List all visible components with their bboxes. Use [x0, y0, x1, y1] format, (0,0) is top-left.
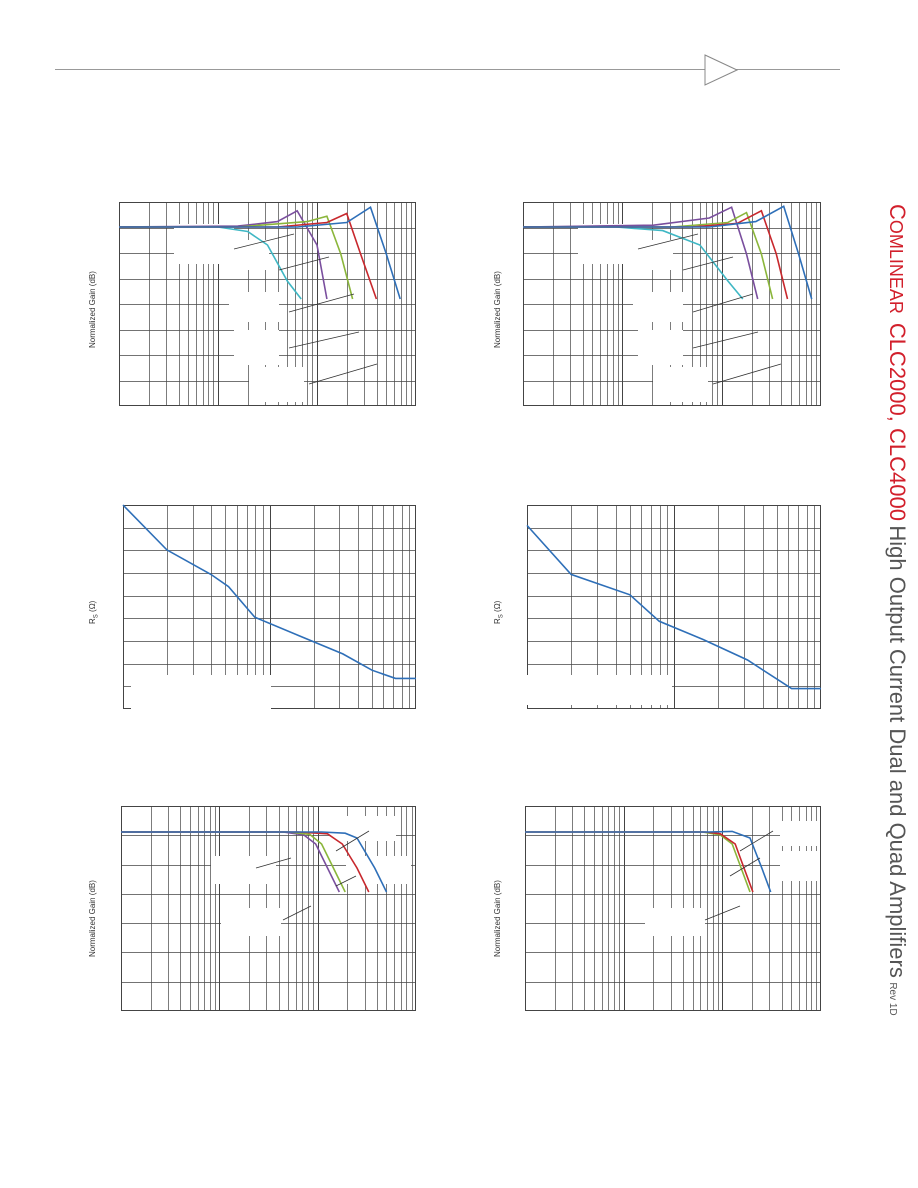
model-numbers: CLC2000, CLC4000 [885, 322, 910, 521]
rs-sub: S [93, 614, 100, 619]
annotation-leader [704, 905, 741, 921]
annotation-box [653, 367, 708, 402]
series-line [525, 830, 772, 893]
annotation-leader [712, 363, 782, 385]
annotation-box [331, 816, 396, 841]
annotation-leader [282, 905, 312, 921]
annotation-leader [692, 293, 754, 313]
chart-svg [118, 202, 416, 406]
y-axis-label: Normalized Gain (dB) [88, 880, 97, 957]
chart-svg [526, 505, 821, 709]
brand-name: OMLINEAR [886, 219, 906, 314]
y-axis-label: Normalized Gain (dB) [493, 880, 502, 957]
annotation-box [623, 240, 673, 270]
y-axis-label-rs: RS (Ω) [88, 601, 100, 624]
chart-gain-bottom-left [121, 806, 416, 1011]
chart-rs-mid-left [122, 504, 416, 709]
y-axis-label-rs: RS (Ω) [493, 601, 505, 624]
series-line [523, 205, 813, 300]
annotation-leader [288, 293, 355, 313]
annotation-leader [692, 331, 759, 349]
chart-svg [121, 806, 416, 1011]
annotation-leader [729, 857, 761, 877]
annotation-box [131, 675, 271, 709]
annotation-box [780, 821, 820, 846]
chart-svg [522, 202, 821, 406]
rs-unit: (Ω) [493, 600, 502, 612]
series-line [522, 206, 759, 300]
brand-initial: C [885, 204, 910, 220]
series-line [122, 504, 416, 680]
annotation-leader [288, 331, 360, 349]
series-line [121, 831, 388, 893]
series-line [119, 205, 401, 300]
annotation-box [229, 292, 279, 322]
annotation-leader [335, 875, 357, 887]
annotation-box [221, 908, 281, 936]
brand-triangle-icon [704, 54, 738, 86]
annotation-box [780, 851, 820, 881]
chart-gain-top-right [522, 202, 821, 406]
annotation-box [346, 856, 411, 884]
annotation-leader [233, 233, 295, 250]
plot-frame [123, 505, 416, 709]
annotation-box [234, 330, 279, 365]
annotation-box [527, 675, 672, 705]
annotation-leader [308, 363, 378, 385]
annotation-leader [278, 256, 330, 271]
document-title: High Output Current Dual and Quad Amplif… [885, 525, 910, 978]
rs-unit: (Ω) [88, 600, 97, 612]
annotation-box [219, 240, 269, 270]
annotation-box [211, 856, 276, 884]
annotation-box [638, 330, 683, 365]
annotation-box [249, 367, 304, 402]
annotation-leader [682, 256, 734, 271]
y-axis-label: Normalized Gain (dB) [88, 271, 97, 348]
annotation-leader [255, 857, 292, 869]
chart-gain-bottom-right [525, 806, 821, 1011]
y-axis-label: Normalized Gain (dB) [493, 271, 502, 348]
page-side-title: COMLINEAR CLC2000, CLC4000 High Output C… [870, 204, 910, 1016]
series-line [526, 524, 821, 690]
annotation-leader [739, 830, 774, 852]
annotation-box [645, 908, 705, 936]
annotation-leader [637, 233, 699, 250]
rs-main: R [493, 618, 502, 624]
annotation-leader [335, 830, 370, 852]
chart-svg [122, 504, 416, 709]
revision-label: Rev 1D [887, 982, 898, 1016]
rs-sub: S [498, 614, 505, 619]
header-rule [55, 69, 840, 70]
annotation-box [633, 292, 683, 322]
chart-rs-mid-right [526, 505, 821, 709]
rs-main: R [88, 618, 97, 624]
chart-gain-top-left [118, 202, 416, 406]
chart-svg [525, 806, 821, 1011]
